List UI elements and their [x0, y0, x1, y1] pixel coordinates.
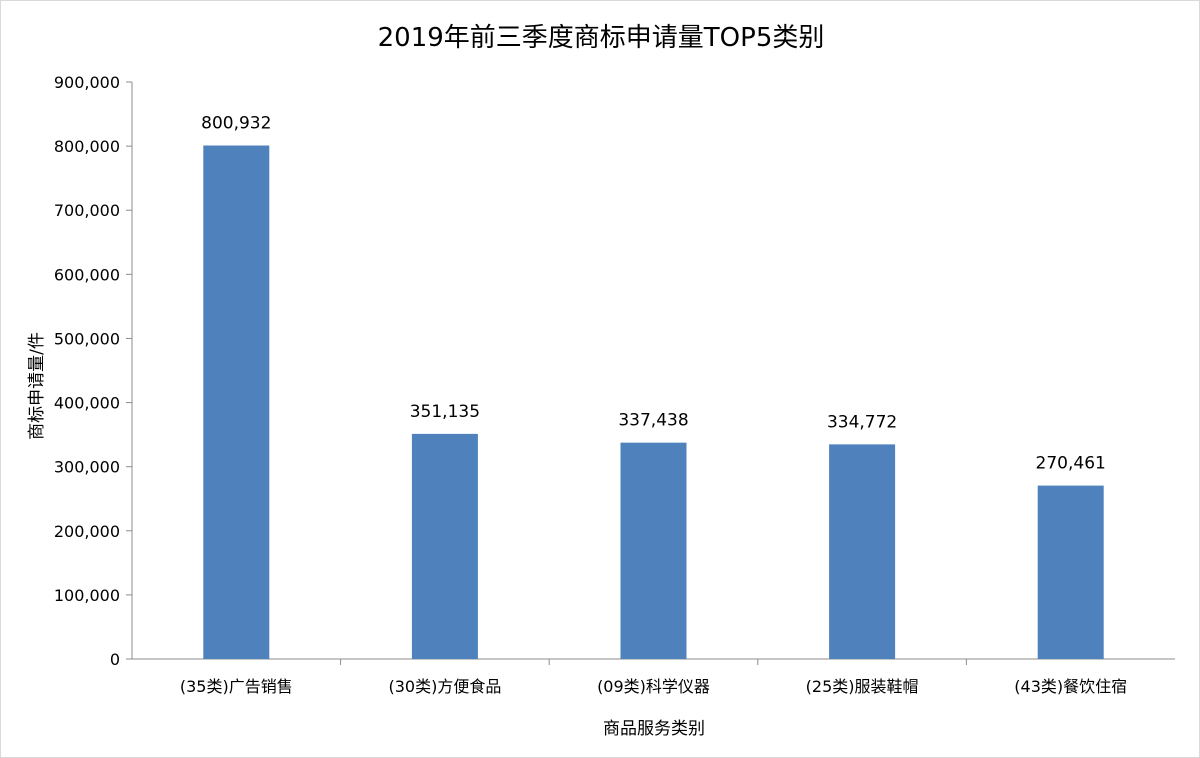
bar	[203, 145, 270, 659]
x-tick-label: (43类)餐饮住宿	[1014, 677, 1127, 696]
chart-title: 2019年前三季度商标申请量TOP5类别	[378, 23, 825, 53]
y-axis-title: 商标申请量/件	[27, 332, 47, 440]
data-label: 337,438	[618, 411, 688, 431]
data-label: 800,932	[201, 114, 271, 134]
data-label: 334,772	[827, 412, 897, 432]
x-tick-label: (25类)服装鞋帽	[806, 677, 919, 696]
plot-area: 0 100,000 200,000 300,000 400,000 500,000 600,…	[54, 73, 1175, 696]
x-tick-label: (09类)科学仪器	[597, 677, 710, 696]
bar	[620, 442, 687, 659]
y-tick-label: 300,000	[54, 458, 120, 477]
y-tick-label: 700,000	[54, 201, 120, 220]
bar	[1037, 485, 1104, 659]
y-tick-label: 200,000	[54, 522, 120, 541]
x-tick-label: (30类)方便食品	[388, 677, 501, 696]
data-label: 270,461	[1036, 454, 1106, 474]
x-axis-title: 商品服务类别	[603, 719, 705, 739]
y-tick-label: 0	[110, 650, 120, 669]
bar	[829, 444, 896, 659]
x-tick-label: (35类)广告销售	[180, 677, 293, 696]
bar	[411, 433, 478, 659]
data-label: 351,135	[410, 402, 480, 422]
y-tick-label: 600,000	[54, 265, 120, 284]
y-tick-label: 500,000	[54, 329, 120, 348]
y-tick-label: 800,000	[54, 137, 120, 156]
y-tick-label: 900,000	[54, 73, 120, 92]
y-tick-label: 400,000	[54, 394, 120, 413]
y-tick-label: 100,000	[54, 586, 120, 605]
